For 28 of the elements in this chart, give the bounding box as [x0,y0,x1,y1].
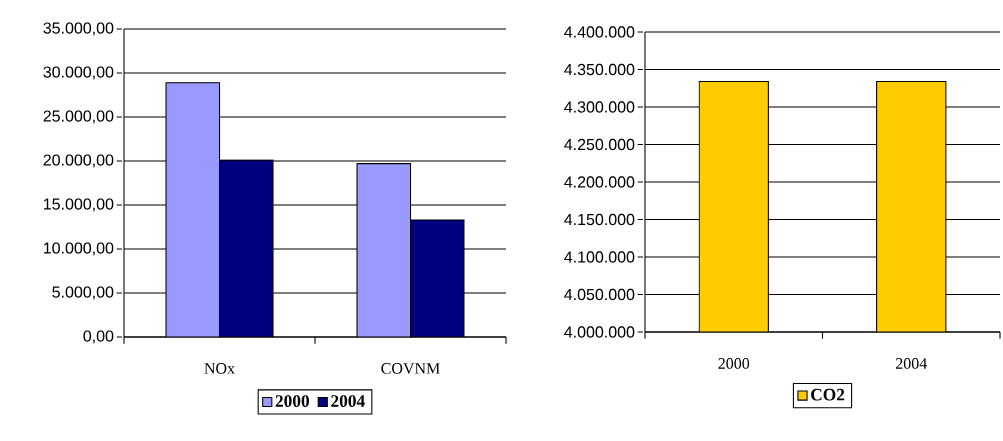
bar [218,159,274,337]
y-tick-label: 20.000,00 [43,154,114,168]
y-tick-label: 4.200.000 [564,176,635,188]
legend-label: CO2 [811,388,845,401]
x-tick-label: COVNM [381,363,440,374]
y-tick-label: 35.000,00 [43,22,114,36]
y-tick-label: 10.000,00 [44,242,114,256]
y-tick-label: 15.000,00 [44,198,114,212]
bar [165,82,221,337]
y-tick-label: 25.000,00 [43,110,114,124]
x-tick-label: 2000 [718,358,750,369]
y-tick-label: 30.000,00 [43,66,114,80]
bar [409,219,465,337]
y-tick-label: 0,00 [83,330,114,344]
y-tick-label: 5.000,00 [52,286,114,300]
y-tick-label: 4.050.000 [564,288,635,301]
y-tick-label: 4.250.000 [564,138,635,151]
x-tick-label: 2004 [895,358,928,369]
legend-label: 2004 [331,395,365,407]
y-tick-label: 4.400.000 [564,26,635,38]
bar [356,163,412,337]
legend-label: 2000 [275,395,310,407]
y-tick-label: 4.350.000 [564,63,635,76]
y-tick-label: 4.000.000 [564,326,635,338]
y-tick-label: 4.100.000 [564,251,635,263]
x-tick-label: NOx [204,363,235,374]
y-tick-label: 4.300.000 [564,101,635,113]
y-tick-label: 4.150.000 [564,213,635,226]
